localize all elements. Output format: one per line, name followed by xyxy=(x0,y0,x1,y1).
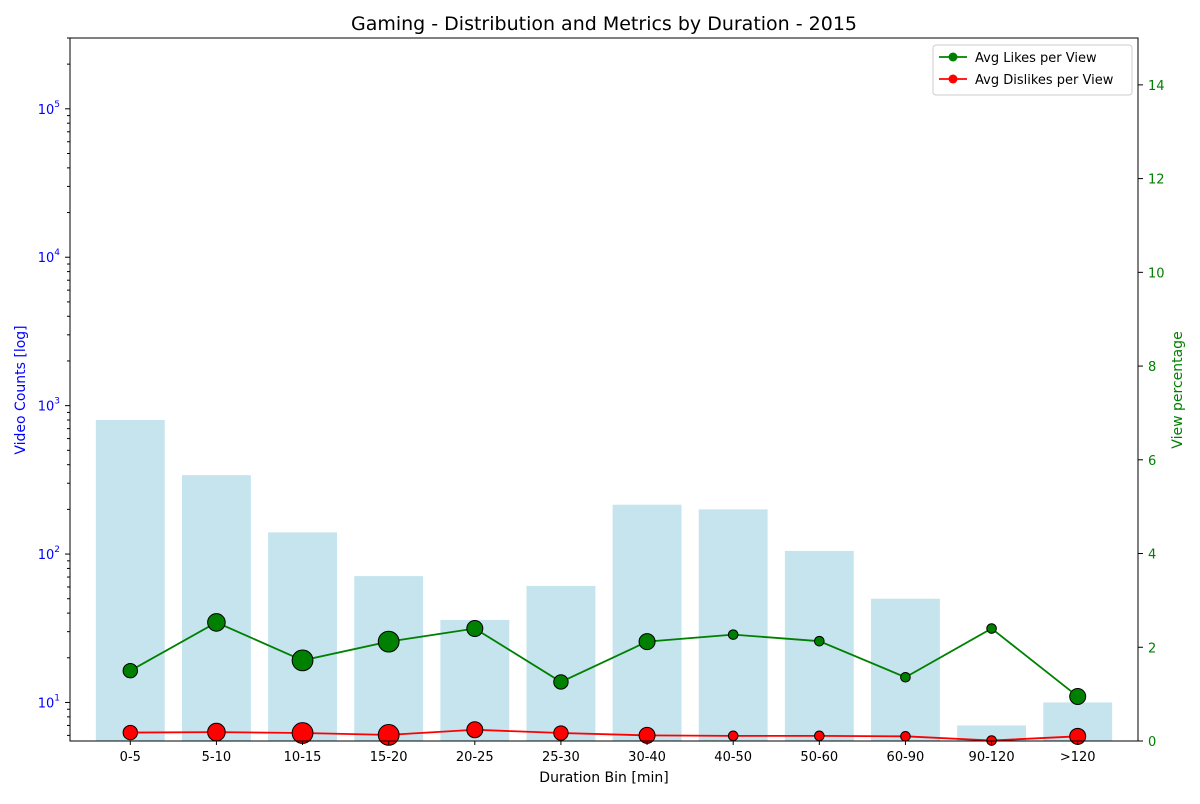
bar-4 xyxy=(440,619,510,741)
series-0-point-3 xyxy=(377,630,400,653)
series-0-point-9 xyxy=(900,671,911,683)
legend: Avg Likes per View Avg Dislikes per View xyxy=(932,44,1133,96)
bar-9 xyxy=(871,598,940,741)
y-tick-label-0: 101 xyxy=(38,693,60,711)
series-0-point-1 xyxy=(207,613,226,632)
series-1-point-0 xyxy=(122,724,138,741)
y-axis-label: Video Counts [log] xyxy=(13,325,29,454)
y-tick-label-3: 104 xyxy=(38,248,61,266)
legend-label-0: Avg Likes per View xyxy=(975,51,1097,66)
series-1-point-3 xyxy=(377,724,400,746)
y2-tick-label-0: 0 xyxy=(1148,735,1156,750)
lines-group xyxy=(122,613,1087,746)
chart-title: Gaming - Distribution and Metrics by Dur… xyxy=(351,13,857,35)
series-1-point-4 xyxy=(466,721,484,739)
series-1-point-1 xyxy=(207,722,226,742)
series-1-point-9 xyxy=(900,731,911,742)
series-0-point-11 xyxy=(1069,687,1087,705)
x-tick-label-5: 25-30 xyxy=(542,750,580,765)
y-tick-label-2: 103 xyxy=(38,397,60,415)
bars-group xyxy=(95,420,1113,741)
x-tick-label-0: 0-5 xyxy=(120,750,141,765)
axes-group: 0-5 5-10 10-15 15-20 20-25 25-30 30-40 40-50 50-… xyxy=(38,37,1165,765)
y2-tick-label-4: 8 xyxy=(1148,360,1156,375)
series-0-point-0 xyxy=(122,663,138,679)
bar-5 xyxy=(526,585,596,741)
series-1-point-8 xyxy=(814,730,825,742)
legend-box xyxy=(932,44,1133,96)
y2-axis-label: View percentage xyxy=(1170,331,1186,448)
legend-label-1: Avg Dislikes per View xyxy=(975,73,1114,88)
x-tick-label-6: 30-40 xyxy=(628,750,666,765)
y2-tick-label-3: 6 xyxy=(1148,454,1156,469)
series-0-point-7 xyxy=(727,629,739,640)
y2-tick-label-1: 2 xyxy=(1148,641,1156,656)
series-1-point-2 xyxy=(291,722,314,744)
x-tick-label-10: 90-120 xyxy=(969,750,1015,765)
series-1-point-5 xyxy=(553,725,569,741)
x-tick-label-9: 60-90 xyxy=(887,750,925,765)
series-line-1 xyxy=(130,728,1078,742)
x-tick-label-2: 10-15 xyxy=(284,750,322,765)
x-tick-label-3: 15-20 xyxy=(370,750,408,765)
x-tick-label-11: >120 xyxy=(1060,750,1096,765)
y2-tick-label-7: 14 xyxy=(1148,79,1165,94)
y2-tick-label-2: 4 xyxy=(1148,548,1156,563)
plot-frame xyxy=(69,37,1139,742)
series-1-point-7 xyxy=(727,730,739,742)
x-tick-label-7: 40-50 xyxy=(714,750,752,765)
series-0-point-10 xyxy=(986,623,997,634)
bar-3 xyxy=(354,576,424,741)
y-tick-label-4: 105 xyxy=(38,100,60,118)
bar-0 xyxy=(95,420,165,741)
y2-tick-label-6: 12 xyxy=(1148,173,1165,188)
y2-tick-label-5: 10 xyxy=(1148,266,1165,281)
bar-10 xyxy=(957,725,1027,741)
x-tick-label-8: 50-60 xyxy=(800,750,838,765)
bar-7 xyxy=(698,509,768,741)
x-tick-label-1: 5-10 xyxy=(202,750,232,765)
series-0-point-6 xyxy=(638,633,656,651)
legend-marker-0 xyxy=(948,52,958,62)
y-tick-label-1: 102 xyxy=(38,545,60,563)
series-0-point-2 xyxy=(291,649,314,672)
series-0-point-4 xyxy=(466,620,484,638)
bar-1 xyxy=(181,475,251,741)
x-tick-label-4: 20-25 xyxy=(456,750,494,765)
series-0-point-8 xyxy=(814,635,825,647)
bar-6 xyxy=(612,504,682,741)
series-0-point-5 xyxy=(553,674,569,690)
x-axis-label: Duration Bin [min] xyxy=(539,770,668,786)
bar-2 xyxy=(268,532,337,741)
series-line-0 xyxy=(129,621,1079,698)
legend-marker-1 xyxy=(948,74,958,84)
